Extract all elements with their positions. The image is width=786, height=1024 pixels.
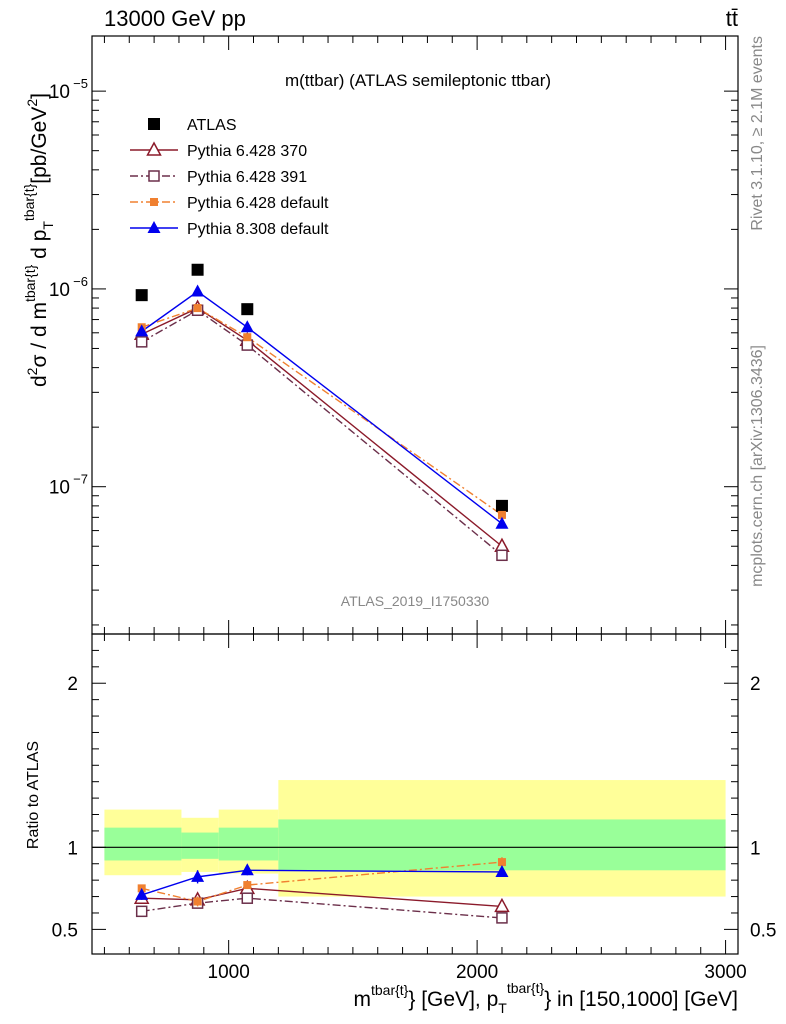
ratio-line-3 — [141, 869, 502, 896]
band-inner-1 — [181, 832, 219, 859]
ratio-series-lines — [141, 861, 503, 919]
ratio-point-3-0 — [135, 887, 149, 900]
legend-marker-1 — [146, 141, 162, 156]
main-plot: m(ttbar) (ATLAS semileptonic ttbar) ATLA… — [49, 35, 739, 635]
legend-label-2: Pythia 6.428 391 — [187, 169, 307, 186]
ratio-frame — [91, 633, 739, 955]
point-0-0 — [135, 289, 148, 302]
legend-marker-2 — [148, 170, 160, 182]
band-inner-0 — [104, 827, 182, 861]
legend-marker-0 — [148, 118, 160, 130]
band-inner-2 — [218, 827, 279, 861]
point-4-3 — [495, 516, 509, 529]
point-4-2 — [240, 320, 254, 333]
ratio-point-3-1 — [191, 869, 205, 882]
main-axis-ticks: 10−710−610−5 — [49, 36, 738, 634]
legend: ATLAS Pythia 6.428 370 Pythia 6.428 391 Pyt… — [130, 117, 329, 238]
ratio-y-tick-label-left: 2 — [67, 674, 78, 695]
ratio-point-1-2 — [241, 892, 254, 904]
y-tick-label-exponent: −6 — [73, 274, 88, 289]
point-3-3 — [497, 510, 506, 519]
ratio-y-tick-label-left: 1 — [67, 838, 78, 859]
legend-marker-4 — [147, 221, 161, 233]
rivet-label: Rivet 3.1.10, ≥ 2.1M events — [749, 36, 766, 231]
series-line-4 — [141, 290, 503, 525]
ratio-point-2-3 — [497, 858, 506, 867]
series-line-3 — [141, 307, 503, 516]
ratio-point-3-2 — [240, 863, 254, 876]
ratio-y-tick-label-right: 2 — [750, 674, 761, 695]
point-4-1 — [191, 284, 205, 297]
y-tick-label-exponent: −5 — [73, 76, 88, 91]
ratio-y-tick-label-left: 0.5 — [52, 920, 78, 941]
legend-label-1: Pythia 6.428 370 — [187, 143, 307, 160]
point-3-1 — [193, 304, 202, 313]
series-line-2 — [141, 309, 503, 556]
ratio-line-2 — [141, 861, 503, 903]
ratio-point-1-3 — [496, 912, 508, 924]
ratio-point-0-3 — [494, 897, 510, 913]
point-4-0 — [135, 324, 149, 337]
header-energy: 13000 GeV pp — [104, 6, 246, 31]
plot-title: m(ttbar) (ATLAS semileptonic ttbar) — [285, 71, 551, 90]
ratio-series-markers — [133, 857, 510, 924]
main-y-axis-label: d2σ / d mtbar{t} d pTtbar{t}[pb/GeV2] — [21, 93, 56, 387]
ratio-line-0 — [141, 887, 503, 908]
ratio-y-axis-label: Ratio to ATLAS — [25, 741, 42, 849]
point-2-3 — [496, 549, 508, 562]
analysis-watermark: ATLAS_2019_I1750330 — [341, 593, 490, 609]
point-0-2 — [241, 303, 254, 316]
ratio-plot: 0.5 0.5 1 1 2 2 1000 2000 3000 — [52, 633, 776, 983]
main-frame — [91, 35, 739, 635]
x-tick-label: 3000 — [704, 962, 746, 983]
ratio-point-2-1 — [193, 897, 202, 906]
x-axis-label: mtbar{t}} [GeV], pTtbar{t}} in [150,1000… — [353, 980, 738, 1016]
y-tick-label: 10 — [49, 478, 70, 499]
header-process: tt̄ — [726, 6, 738, 31]
x-tick-label: 2000 — [456, 962, 498, 983]
ratio-y-tick-label-right: 1 — [750, 838, 761, 859]
main-series-lines — [141, 290, 503, 556]
legend-label-0: ATLAS — [187, 117, 237, 134]
legend-label-3: Pythia 6.428 default — [187, 195, 329, 212]
ratio-line-1 — [141, 897, 503, 919]
y-tick-label-exponent: −7 — [73, 472, 88, 487]
point-2-0 — [135, 336, 148, 348]
series-line-1 — [141, 307, 503, 547]
legend-label-4: Pythia 8.308 default — [187, 221, 329, 238]
point-2-2 — [241, 339, 254, 351]
ratio-point-2-2 — [243, 881, 252, 890]
y-tick-label: 10 — [49, 82, 70, 103]
ratio-point-1-0 — [135, 905, 148, 918]
ratio-axis-ticks: 0.5 0.5 1 1 2 2 1000 2000 3000 — [52, 634, 776, 983]
point-0-3 — [495, 499, 508, 512]
y-tick-label: 10 — [49, 280, 70, 301]
x-tick-label: 1000 — [208, 962, 250, 983]
mcplots-label: mcplots.cern.ch [arXiv:1306.3436] — [749, 345, 766, 587]
point-3-2 — [243, 333, 252, 342]
ratio-uncertainty-bands — [92, 780, 738, 897]
point-0-1 — [191, 263, 204, 276]
legend-marker-3 — [150, 198, 158, 206]
main-series-markers — [133, 263, 510, 562]
ratio-y-tick-label-right: 0.5 — [750, 920, 776, 941]
ratio-point-3-3 — [495, 864, 509, 877]
